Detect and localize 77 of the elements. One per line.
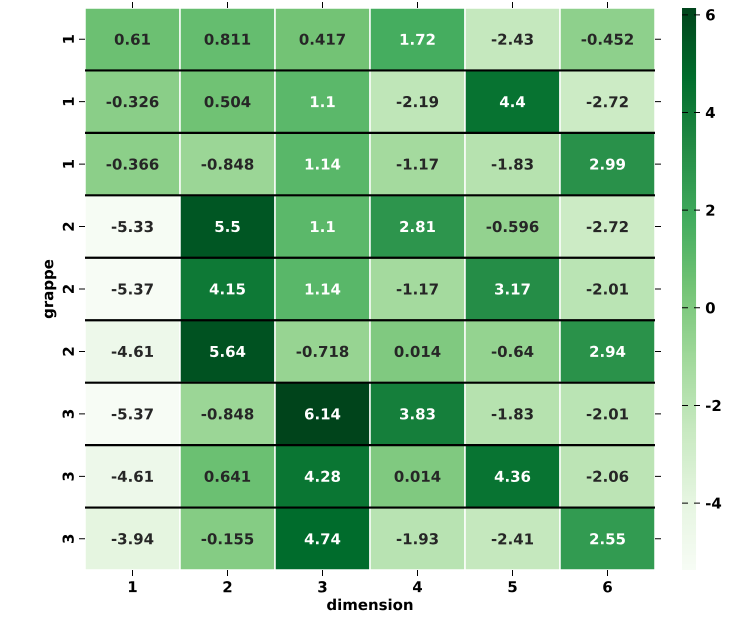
color-bar-label: 0 [706,302,715,314]
data-label: -0.64 [492,346,534,358]
data-label: -5.37 [112,283,153,295]
y-tick-label: 2 [62,285,74,294]
x-tick-label: 2 [223,581,232,592]
data-label: -0.848 [202,158,254,170]
data-label: 4.15 [210,283,245,295]
data-label: -4.61 [112,346,154,358]
data-label: -1.83 [492,158,533,170]
data-label: -2.01 [586,283,628,295]
data-label: 0.417 [300,34,345,45]
data-label: -3.94 [112,533,154,544]
data-label: 4.28 [304,470,340,482]
color-bar-label: 6 [706,9,715,20]
data-label: -1.17 [396,158,438,170]
data-label: 4.4 [500,96,526,108]
data-label: 1.14 [306,158,340,170]
data-label: 0.504 [204,96,250,108]
data-label: -0.155 [202,533,254,544]
data-label: 2.55 [590,533,625,544]
data-label: -0.452 [582,34,633,45]
y-tick-label: 1 [62,98,74,106]
data-label: -1.17 [396,284,438,294]
y-tick-label: 2 [62,222,74,231]
data-label: -2.19 [396,96,438,108]
data-label: -2.41 [492,533,534,544]
data-label: -0.326 [106,96,158,108]
x-tick-label: 6 [603,581,612,592]
data-label: 5.64 [210,346,246,358]
data-label: 0.641 [204,470,250,482]
data-label: 4.36 [494,470,530,482]
x-tick-label: 3 [318,581,327,592]
data-label: -2.01 [586,408,628,420]
data-label: -0.596 [486,220,538,232]
color-bar-label: -2 [706,400,720,411]
y-tick-label: 3 [62,472,74,481]
data-label: 1.1 [310,221,335,232]
data-label: 4.74 [304,533,340,544]
data-label: 3.83 [400,408,435,420]
data-label: 2.94 [590,346,626,358]
data-label: -0.848 [202,408,254,420]
x-tick-label: 5 [508,581,517,592]
data-label: 1.1 [310,96,335,108]
data-label: 0.014 [394,346,440,358]
data-label: 2.81 [400,220,435,232]
data-label: -0.718 [296,346,348,358]
y-tick-label: 1 [62,160,74,168]
x-tick-label: 4 [412,581,422,592]
data-label: 6.14 [304,408,340,420]
data-label: 0.811 [204,34,250,45]
data-label: -2.43 [492,34,533,45]
data-label: -2.72 [586,96,628,108]
data-label: 1.14 [306,284,340,294]
data-label: -0.366 [106,158,158,170]
data-label: 1.72 [400,34,435,45]
x-tick-label: 1 [128,581,137,592]
y-tick-label: 2 [62,348,74,356]
data-label: 5.5 [215,221,240,232]
data-label: 0.61 [114,34,150,45]
color-bar-label: 4 [706,107,715,118]
y-tick-label: 3 [62,410,74,418]
x-axis-title: dimension [327,598,412,610]
y-tick-label: 1 [62,35,74,43]
data-label: -4.61 [112,470,154,482]
y-axis-title: grappe [44,260,56,318]
data-label: -2.72 [586,221,628,232]
data-label: -2.06 [586,470,628,482]
data-label: 0.014 [394,470,440,482]
data-label: -5.33 [112,220,153,232]
data-label: -5.37 [112,408,153,420]
color-bar-label: -4 [706,498,722,509]
data-label: -1.93 [396,533,438,544]
data-label: -1.83 [492,408,533,420]
data-label: 3.17 [495,283,530,295]
y-tick-label: 3 [62,534,74,543]
data-label: 2.99 [590,158,625,170]
color-bar-label: 2 [706,204,714,216]
